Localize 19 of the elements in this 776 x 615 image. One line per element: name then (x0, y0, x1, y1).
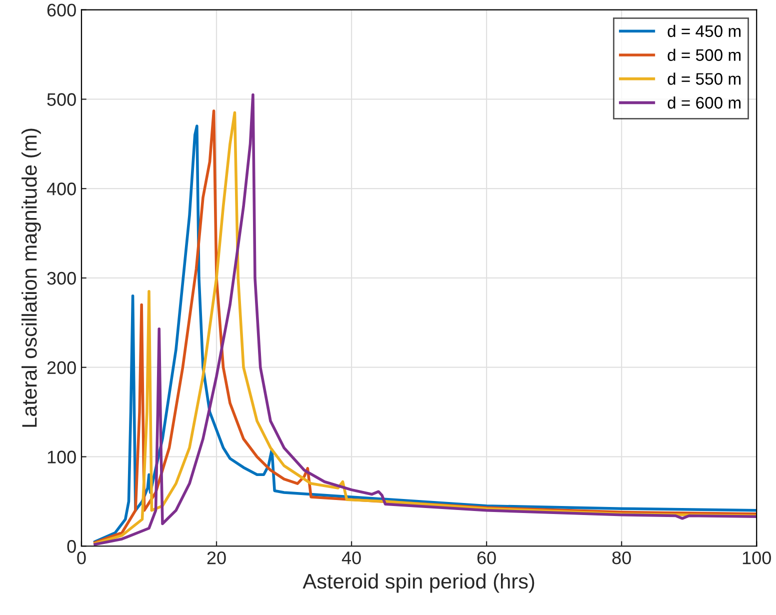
x-axis-title: Asteroid spin period (hrs) (302, 573, 534, 593)
x-tick-label: 40 (342, 551, 361, 564)
legend-label: d = 600 m (668, 96, 741, 109)
y-axis-title: Lateral oscillation magnitude (m) (22, 128, 41, 427)
y-tick-label: 0 (67, 540, 76, 553)
y-tick-label: 600 (47, 4, 76, 17)
x-tick-label: 80 (612, 551, 631, 564)
y-tick-label: 100 (48, 450, 76, 464)
y-tick-label: 200 (47, 361, 76, 374)
legend-label: d = 450 m (668, 24, 741, 38)
x-tick-label: 100 (742, 551, 771, 564)
x-tick-label: 60 (477, 551, 496, 564)
x-tick-label: 20 (207, 551, 226, 564)
y-tick-label: 400 (46, 182, 76, 196)
x-tick-label: 0 (77, 551, 86, 564)
legend-label: d = 500 m (668, 48, 741, 61)
legend-label: d = 550 m (668, 72, 741, 85)
y-tick-label: 300 (47, 272, 76, 285)
y-tick-label: 500 (47, 93, 76, 106)
